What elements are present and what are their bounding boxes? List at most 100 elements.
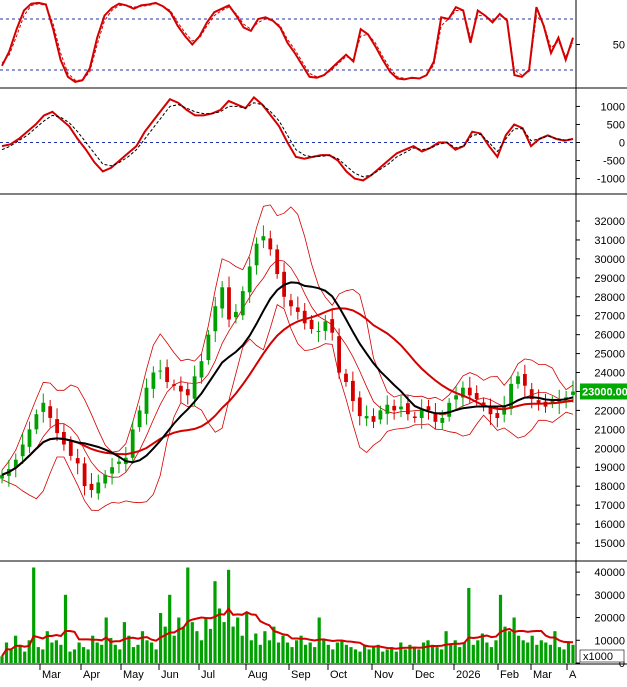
candle-body <box>371 416 376 422</box>
candle-body <box>234 311 238 318</box>
x-tick-label: A <box>569 669 577 681</box>
volume-bar <box>276 642 281 663</box>
volume-bar <box>154 649 158 663</box>
volume-bar <box>91 635 95 663</box>
candle-body <box>206 334 211 360</box>
x-tick-label: Aug <box>248 669 268 681</box>
volume-y-tick-label: 30000 <box>594 590 625 602</box>
x-tick-label: Apr <box>83 669 100 681</box>
volume-bar <box>494 640 498 663</box>
candle-body <box>68 441 73 456</box>
volume-bar <box>140 631 145 663</box>
x-tick-label: Nov <box>374 669 394 681</box>
candle-body <box>254 243 259 266</box>
candle-body <box>378 410 383 420</box>
volume-bar <box>95 642 99 663</box>
volume-bar <box>517 635 521 663</box>
candle-body <box>399 406 403 410</box>
volume-bar <box>467 588 471 663</box>
volume-bar <box>27 640 31 663</box>
x-tick-label: Oct <box>330 669 347 681</box>
volume-bar <box>227 569 231 663</box>
volume-bar <box>217 608 222 663</box>
volume-bar <box>363 644 367 663</box>
volume-bar <box>177 617 181 663</box>
volume-y-tick-label: 10000 <box>594 635 625 647</box>
volume-bar <box>508 631 512 663</box>
candle-body <box>364 416 369 419</box>
volume-bar <box>444 631 448 663</box>
volume-bar <box>172 635 176 663</box>
price-y-tick-label: 27000 <box>594 311 625 323</box>
price-y-tick-label: 29000 <box>594 273 625 285</box>
last-price-badge <box>580 383 627 400</box>
volume-bar <box>381 651 385 663</box>
candle-body <box>351 380 355 401</box>
volume-bar <box>344 644 348 663</box>
candle-body <box>110 467 114 474</box>
candle-body <box>557 399 562 404</box>
volume-bar <box>571 644 575 663</box>
volume-bar <box>208 628 213 663</box>
candle-body <box>330 319 335 333</box>
candle-body <box>199 361 204 378</box>
volume-bar <box>77 642 81 663</box>
volume-bar <box>4 642 9 663</box>
volume-bar <box>240 635 244 663</box>
volume-bar <box>272 626 276 663</box>
volume-bar <box>109 638 113 663</box>
volume-bar <box>408 644 412 663</box>
volume-bar <box>476 640 480 663</box>
volume-bar <box>204 617 208 663</box>
volume-bar <box>245 613 249 663</box>
candle-body <box>137 410 142 428</box>
volume-bar <box>331 649 335 663</box>
candle-body <box>227 287 231 320</box>
candle-body <box>55 419 59 434</box>
volume-bar <box>512 617 516 663</box>
volume-bar <box>417 649 421 663</box>
candle-body <box>165 367 169 382</box>
stochastic-series-0-line <box>1 1 574 83</box>
candle-body <box>529 389 534 399</box>
volume-bar <box>530 635 534 663</box>
volume-bar <box>113 644 117 663</box>
candle-body <box>323 321 328 331</box>
volume-bar <box>104 617 108 663</box>
volume-bar <box>41 649 45 663</box>
volume-bar <box>190 622 194 663</box>
candle-body <box>440 418 445 423</box>
candle-body <box>550 400 555 404</box>
volume-bar <box>222 622 226 663</box>
volume-bar <box>562 649 566 663</box>
volume-bar <box>23 651 27 663</box>
candle-body <box>337 336 341 373</box>
volume-bar <box>59 644 63 663</box>
volume-bar <box>181 626 185 663</box>
volume-bar <box>82 647 86 663</box>
macd-series-0-line <box>1 95 574 182</box>
volume-bar <box>290 647 294 663</box>
candle-body <box>536 400 541 403</box>
bollinger-middle-line <box>1 259 574 478</box>
volume-bar <box>308 642 312 663</box>
candle-body <box>268 238 273 250</box>
volume-bar <box>136 644 140 663</box>
candle-body <box>75 458 80 464</box>
volume-bar <box>195 631 199 663</box>
price-y-tick-label: 24000 <box>594 368 625 380</box>
price-y-tick-label: 32000 <box>594 216 625 228</box>
volume-bar <box>285 642 290 663</box>
volume-bar <box>0 656 4 663</box>
volume-bar <box>544 642 548 663</box>
volume-bar <box>127 635 131 663</box>
volume-moving-average-line <box>1 607 574 657</box>
moving-average-red-line <box>1 307 574 476</box>
volume-bar <box>322 640 326 663</box>
volume-bar <box>503 626 507 663</box>
volume-bar <box>122 622 126 663</box>
volume-bar <box>372 647 376 663</box>
volume-y-tick-label: 20000 <box>594 613 625 625</box>
candle-body <box>523 374 527 386</box>
volume-bar <box>485 642 489 663</box>
